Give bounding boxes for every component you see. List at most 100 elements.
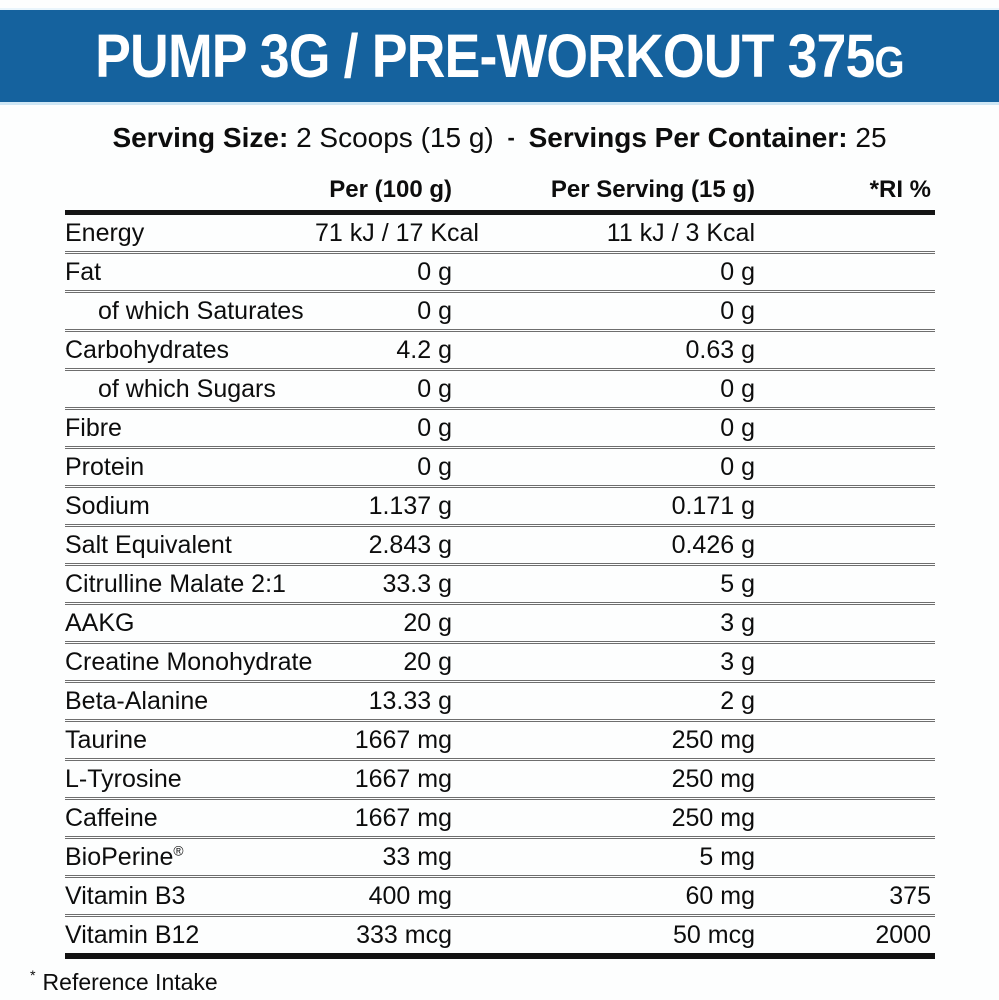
serving-separator: -	[507, 125, 515, 150]
nutrient-name: Citrulline Malate 2:1	[65, 563, 315, 604]
nutrient-name: Fat	[65, 251, 315, 292]
per-serving-value: 11 kJ / 3 Kcal	[606, 219, 755, 247]
ri-percent-value	[755, 213, 935, 253]
per-serving-value: 0 g	[452, 446, 755, 487]
nutrient-name: of which Sugars	[65, 368, 315, 409]
table-row: Sodium 1.137 g 0.171 g	[65, 485, 935, 526]
per-100g-value: 400 mg	[315, 875, 452, 916]
serving-info: Serving Size: 2 Scoops (15 g) - Servings…	[0, 122, 999, 154]
nutrient-name: of which Saturates	[65, 290, 315, 331]
table-row: Creatine Monohydrate 20 g 3 g	[65, 641, 935, 682]
ri-percent-value	[755, 797, 935, 838]
nutrient-name: AAKG	[65, 602, 315, 643]
servings-per-container-label: Servings Per Container:	[528, 122, 848, 153]
ri-percent-value	[755, 290, 935, 331]
nutrient-name: Fibre	[65, 407, 315, 448]
per-100g-value: 1667 mg	[315, 758, 452, 799]
table-row: AAKG 20 g 3 g	[65, 602, 935, 643]
ri-percent-value	[755, 836, 935, 877]
table-row: Taurine 1667 mg 250 mg	[65, 719, 935, 760]
per-serving-value: 0 g	[452, 407, 755, 448]
serving-size-label: Serving Size:	[112, 122, 289, 153]
ri-percent-value	[755, 368, 935, 409]
per-100g-value: 71 kJ / 17 Kcal	[315, 219, 479, 247]
per-serving-value: 5 g	[452, 563, 755, 604]
ri-percent-value	[755, 563, 935, 604]
per-100g-value: 0 g	[315, 446, 452, 487]
table-row: Citrulline Malate 2:1 33.3 g 5 g	[65, 563, 935, 604]
per-serving-value: 250 mg	[452, 719, 755, 760]
reference-intake-footnote: * Reference Intake	[30, 968, 218, 996]
nutrient-name: Protein	[65, 446, 315, 487]
nutrient-name: Caffeine	[65, 797, 315, 838]
per-serving-value: 3 g	[452, 602, 755, 643]
ri-percent-value	[755, 602, 935, 643]
nutrient-name: BioPerine®	[65, 836, 315, 877]
per-100g-value: 0 g	[315, 251, 452, 292]
ri-percent-value	[755, 758, 935, 799]
table-row: Protein 0 g 0 g	[65, 446, 935, 487]
servings-per-container-value: 25	[855, 122, 887, 153]
per-100g-value: 333 mcg	[315, 914, 452, 959]
table-row: Salt Equivalent 2.843 g 0.426 g	[65, 524, 935, 565]
table-row: Fat 0 g 0 g	[65, 251, 935, 292]
ri-percent-value	[755, 407, 935, 448]
per-100g-value: 13.33 g	[315, 680, 452, 721]
ri-percent-value	[755, 446, 935, 487]
footnote-text: Reference Intake	[42, 969, 218, 995]
per-100g-value: 33 mg	[315, 836, 452, 877]
per-100g-value: 33.3 g	[315, 563, 452, 604]
ri-percent-value	[755, 680, 935, 721]
per-100g-value: 0 g	[315, 407, 452, 448]
nutrient-name: Carbohydrates	[65, 329, 315, 370]
table-row: Fibre 0 g 0 g	[65, 407, 935, 448]
table-row: Vitamin B3 400 mg 60 mg 375	[65, 875, 935, 916]
column-header-per-serving: Per Serving (15 g)	[452, 176, 755, 215]
table-body: Energy 71 kJ / 17 Kcal 11 kJ / 3 Kcal Fa…	[65, 213, 935, 959]
table-row: BioPerine® 33 mg 5 mg	[65, 836, 935, 877]
nutrient-name: L-Tyrosine	[65, 758, 315, 799]
per-100g-value: 20 g	[315, 641, 452, 682]
nutrient-name: Sodium	[65, 485, 315, 526]
per-serving-value: 2 g	[452, 680, 755, 721]
footnote-asterisk: *	[30, 968, 36, 984]
per-serving-value: 0 g	[452, 251, 755, 292]
table-row: of which Saturates 0 g 0 g	[65, 290, 935, 331]
per-serving-value: 60 mg	[452, 875, 755, 916]
ri-percent-value	[755, 641, 935, 682]
column-header-ri: *RI %	[755, 176, 935, 215]
per-100g-value: 0 g	[315, 368, 452, 409]
per-100g-value: 1667 mg	[315, 719, 452, 760]
nutrition-table: Per (100 g) Per Serving (15 g) *RI % Ene…	[65, 176, 935, 959]
nutrient-name: Vitamin B3	[65, 875, 315, 916]
table-row: Energy 71 kJ / 17 Kcal 11 kJ / 3 Kcal	[65, 213, 935, 253]
ri-percent-value	[755, 719, 935, 760]
per-100g-value: 2.843 g	[315, 524, 452, 565]
per-serving-value: 50 mcg	[452, 914, 755, 959]
table-row: Carbohydrates 4.2 g 0.63 g	[65, 329, 935, 370]
page-title-main: PUMP 3G / PRE-WORKOUT 375	[95, 21, 875, 90]
nutrient-name: Beta-Alanine	[65, 680, 315, 721]
nutrient-name: Salt Equivalent	[65, 524, 315, 565]
per-serving-value: 0 g	[452, 368, 755, 409]
column-header-label	[65, 176, 315, 215]
column-header-per100: Per (100 g)	[315, 176, 452, 215]
serving-size-value: 2 Scoops (15 g)	[296, 122, 494, 153]
per-serving-value: 3 g	[452, 641, 755, 682]
ri-percent-value: 375	[755, 875, 935, 916]
ri-percent-value	[755, 251, 935, 292]
per-serving-value: 0.63 g	[452, 329, 755, 370]
per-100g-value: 0 g	[315, 290, 452, 331]
nutrient-name: Vitamin B12	[65, 914, 315, 959]
title-banner: PUMP 3G / PRE-WORKOUT 375G	[0, 8, 999, 105]
per-serving-value: 0.426 g	[452, 524, 755, 565]
per-100g-value: 4.2 g	[315, 329, 452, 370]
table-row: Caffeine 1667 mg 250 mg	[65, 797, 935, 838]
table-row: L-Tyrosine 1667 mg 250 mg	[65, 758, 935, 799]
per-serving-value: 0 g	[452, 290, 755, 331]
table-row: of which Sugars 0 g 0 g	[65, 368, 935, 409]
ri-percent-value	[755, 485, 935, 526]
table-row: Vitamin B12 333 mcg 50 mcg 2000	[65, 914, 935, 959]
nutrient-name: Energy	[65, 219, 145, 247]
